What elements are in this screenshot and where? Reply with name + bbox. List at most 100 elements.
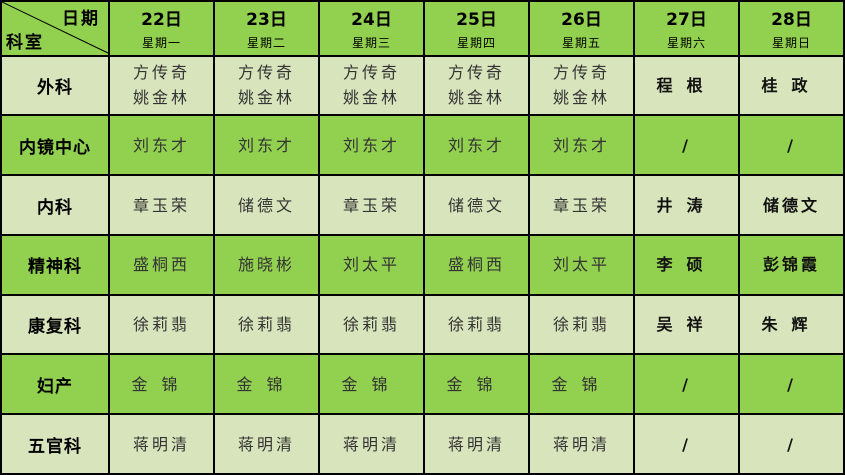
duty-cell: 盛桐西 (423, 233, 530, 296)
table-row: 妇产 金锦 金锦 金锦 金锦 金锦 / / (0, 353, 845, 416)
staff-name: / (682, 135, 691, 155)
staff-name: 蒋明清 (552, 434, 610, 454)
corner-cell: 日期 科室 (0, 0, 110, 57)
staff-name: 桂政 (761, 75, 822, 95)
duty-cell: 刘太平 (318, 233, 425, 296)
day-header: 28日星期日 (738, 0, 845, 57)
staff-name: 方传奇 (237, 63, 295, 83)
staff-name: 徐莉翡 (132, 315, 190, 335)
duty-cell: 李硕 (633, 233, 740, 296)
duty-cell: 刘东才 (528, 114, 635, 177)
day-date: 26日 (561, 10, 602, 31)
staff-name: / (682, 434, 691, 454)
duty-cell: 蒋明清 (528, 413, 635, 475)
staff-name: 盛桐西 (132, 255, 190, 275)
duty-cell: 刘太平 (528, 233, 635, 296)
dept-cell: 内科 (0, 174, 110, 236)
staff-name: 彭锦霞 (762, 255, 820, 275)
day-weekday: 星期二 (246, 36, 286, 51)
day-weekday: 星期六 (666, 36, 706, 51)
duty-cell: 章玉荣 (318, 174, 425, 236)
duty-cell: 徐莉翡 (108, 293, 215, 356)
duty-cell: 刘东才 (318, 114, 425, 177)
staff-name: 刘太平 (552, 255, 610, 275)
dept-cell: 外科 (0, 54, 110, 117)
duty-cell: 金锦 (423, 353, 530, 416)
day-weekday: 星期日 (771, 36, 811, 51)
duty-cell: 储德文 (213, 174, 320, 236)
staff-name: 井涛 (656, 195, 717, 215)
staff-name: 吴祥 (656, 315, 717, 335)
duty-cell: 徐莉翡 (318, 293, 425, 356)
staff-name: 徐莉翡 (237, 315, 295, 335)
staff-name: 刘东才 (342, 135, 400, 155)
duty-cell: 方传奇 姚金林 (213, 54, 320, 117)
duty-cell: 方传奇 姚金林 (318, 54, 425, 117)
duty-cell: 程根 (633, 54, 740, 117)
duty-cell: 朱辉 (738, 293, 845, 356)
staff-name: 章玉荣 (552, 195, 610, 215)
staff-name: / (682, 374, 691, 394)
day-date: 23日 (246, 10, 287, 31)
staff-name: 金锦 (551, 374, 612, 394)
duty-cell: 章玉荣 (108, 174, 215, 236)
staff-name: 金锦 (131, 374, 192, 394)
staff-name: 蒋明清 (237, 434, 295, 454)
staff-name: 储德文 (447, 195, 505, 215)
duty-cell: 吴祥 (633, 293, 740, 356)
staff-name: 刘太平 (342, 255, 400, 275)
duty-cell: 金锦 (108, 353, 215, 416)
staff-name: 刘东才 (552, 135, 610, 155)
duty-cell: 金锦 (528, 353, 635, 416)
dept-cell: 妇产 (0, 353, 110, 416)
staff-name: 金锦 (341, 374, 402, 394)
duty-cell: 盛桐西 (108, 233, 215, 296)
duty-cell: 刘东才 (108, 114, 215, 177)
staff-name: 金锦 (236, 374, 297, 394)
dept-cell: 精神科 (0, 233, 110, 296)
duty-cell: 刘东才 (423, 114, 530, 177)
duty-cell: 金锦 (213, 353, 320, 416)
staff-name: 姚金林 (237, 88, 295, 108)
day-weekday: 星期三 (351, 36, 391, 51)
duty-cell: 徐莉翡 (528, 293, 635, 356)
day-weekday: 星期四 (456, 36, 496, 51)
duty-cell: 彭锦霞 (738, 233, 845, 296)
staff-name: 朱辉 (761, 315, 822, 335)
staff-name: 储德文 (237, 195, 295, 215)
day-date: 27日 (666, 10, 707, 31)
duty-cell: 蒋明清 (108, 413, 215, 475)
day-header: 23日星期二 (213, 0, 320, 57)
day-date: 28日 (771, 10, 812, 31)
day-weekday: 星期一 (141, 36, 181, 51)
staff-name: 姚金林 (552, 88, 610, 108)
staff-name: 徐莉翡 (552, 315, 610, 335)
table-row: 五官科 蒋明清 蒋明清 蒋明清 蒋明清 蒋明清 / / (0, 413, 845, 475)
day-date: 24日 (351, 10, 392, 31)
staff-name: 章玉荣 (342, 195, 400, 215)
staff-name: 程根 (656, 75, 717, 95)
staff-name: 方传奇 (552, 63, 610, 83)
duty-cell: 金锦 (318, 353, 425, 416)
duty-cell: 方传奇 姚金林 (108, 54, 215, 117)
staff-name: 储德文 (762, 195, 820, 215)
duty-cell: 蒋明清 (423, 413, 530, 475)
duty-cell: 蒋明清 (318, 413, 425, 475)
staff-name: / (787, 434, 796, 454)
table-row: 内镜中心 刘东才 刘东才 刘东才 刘东才 刘东才 / / (0, 114, 845, 177)
day-date: 22日 (141, 10, 182, 31)
staff-name: 刘东才 (447, 135, 505, 155)
day-date: 25日 (456, 10, 497, 31)
staff-name: 金锦 (446, 374, 507, 394)
staff-name: 方传奇 (447, 63, 505, 83)
dept-cell: 五官科 (0, 413, 110, 475)
duty-cell: 井涛 (633, 174, 740, 236)
day-header: 26日 星期五 (528, 0, 635, 57)
duty-cell: / (738, 114, 845, 177)
staff-name: 盛桐西 (447, 255, 505, 275)
duty-cell: / (738, 353, 845, 416)
staff-name: 刘东才 (237, 135, 295, 155)
duty-cell: 徐莉翡 (213, 293, 320, 356)
duty-cell: 方传奇 姚金林 (423, 54, 530, 117)
